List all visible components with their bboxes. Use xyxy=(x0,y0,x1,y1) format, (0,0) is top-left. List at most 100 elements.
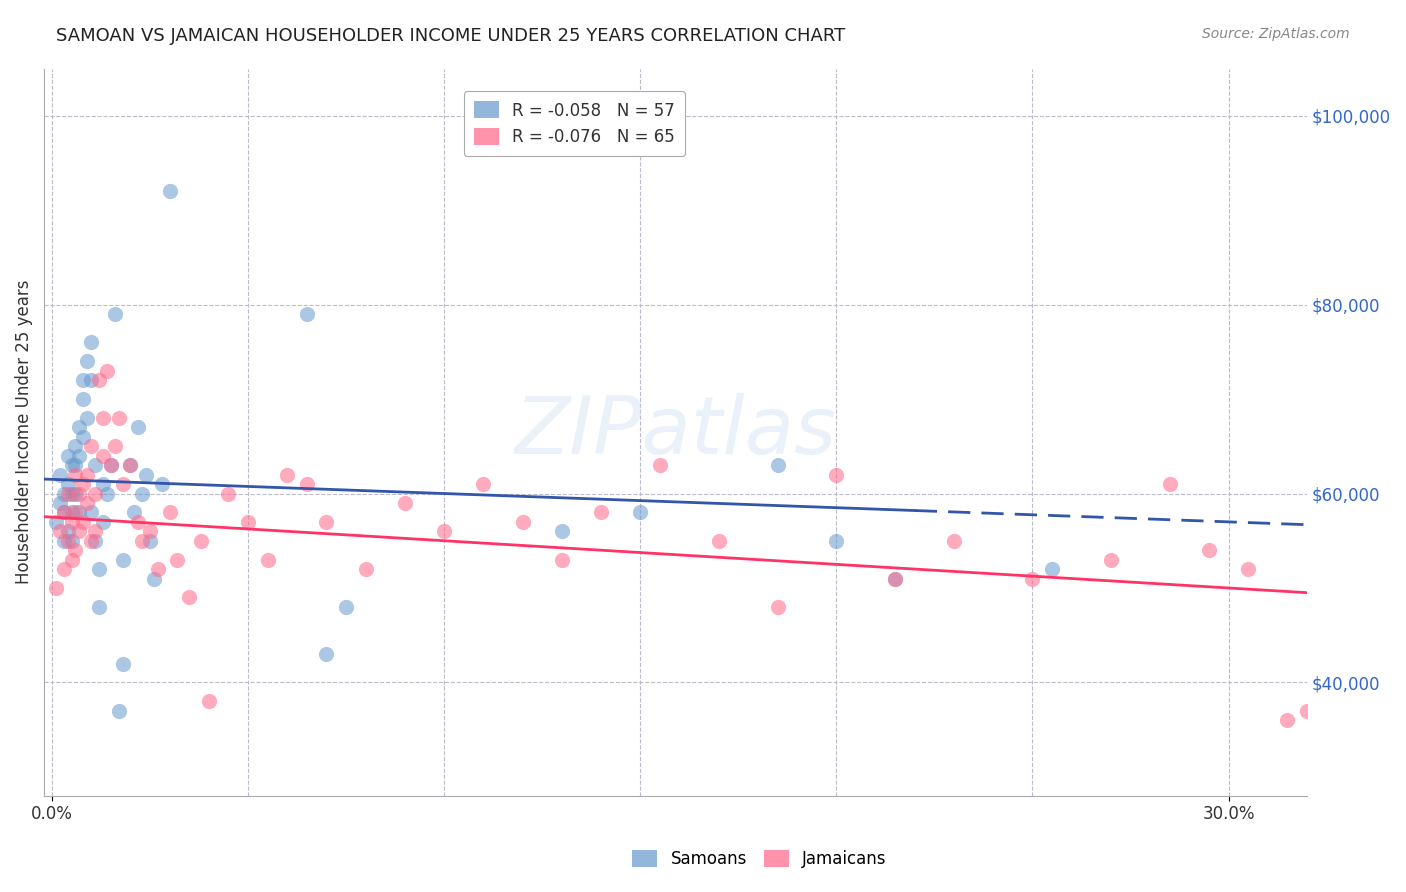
Point xyxy=(825,467,848,482)
Point xyxy=(67,449,90,463)
Point xyxy=(295,477,318,491)
Point xyxy=(56,533,79,548)
Point xyxy=(65,467,87,482)
Point xyxy=(91,411,114,425)
Y-axis label: Householder Income Under 25 years: Householder Income Under 25 years xyxy=(15,280,32,584)
Point xyxy=(1198,543,1220,558)
Point xyxy=(139,533,162,548)
Point xyxy=(60,552,83,566)
Point xyxy=(56,486,79,500)
Point xyxy=(198,694,221,708)
Point xyxy=(1296,704,1319,718)
Point xyxy=(45,515,67,529)
Text: Source: ZipAtlas.com: Source: ZipAtlas.com xyxy=(1202,27,1350,41)
Point xyxy=(256,552,278,566)
Point xyxy=(354,562,377,576)
Point xyxy=(67,524,90,539)
Point xyxy=(65,439,87,453)
Point xyxy=(217,486,239,500)
Point xyxy=(65,543,87,558)
Point xyxy=(551,552,574,566)
Point xyxy=(139,524,162,539)
Point xyxy=(512,515,534,529)
Point xyxy=(120,458,142,473)
Point xyxy=(52,505,75,519)
Point xyxy=(179,591,201,605)
Point xyxy=(91,515,114,529)
Point xyxy=(80,505,103,519)
Point xyxy=(67,486,90,500)
Point xyxy=(87,373,110,387)
Point xyxy=(80,335,103,350)
Legend: Samoans, Jamaicans: Samoans, Jamaicans xyxy=(626,843,893,875)
Point xyxy=(84,533,107,548)
Point xyxy=(52,562,75,576)
Point xyxy=(52,505,75,519)
Point xyxy=(72,430,94,444)
Point xyxy=(131,486,153,500)
Point xyxy=(72,373,94,387)
Text: ZIPatlas: ZIPatlas xyxy=(515,393,837,471)
Point xyxy=(1040,562,1063,576)
Point xyxy=(707,533,730,548)
Point xyxy=(127,420,149,434)
Point xyxy=(67,420,90,434)
Point xyxy=(142,572,165,586)
Point xyxy=(60,458,83,473)
Point xyxy=(52,533,75,548)
Point xyxy=(96,486,118,500)
Point xyxy=(111,552,134,566)
Point xyxy=(60,505,83,519)
Point xyxy=(146,562,169,576)
Point xyxy=(124,505,146,519)
Point xyxy=(433,524,456,539)
Point xyxy=(45,581,67,595)
Point xyxy=(100,458,122,473)
Point xyxy=(91,449,114,463)
Point xyxy=(884,572,907,586)
Point xyxy=(1021,572,1043,586)
Point xyxy=(551,524,574,539)
Point xyxy=(72,515,94,529)
Point xyxy=(80,439,103,453)
Point xyxy=(65,486,87,500)
Point xyxy=(49,467,72,482)
Point xyxy=(76,496,98,510)
Point xyxy=(65,505,87,519)
Point xyxy=(56,449,79,463)
Point xyxy=(1099,552,1122,566)
Point xyxy=(335,599,357,614)
Point xyxy=(1237,562,1260,576)
Point xyxy=(56,477,79,491)
Point xyxy=(91,477,114,491)
Point xyxy=(295,307,318,321)
Point xyxy=(56,524,79,539)
Point xyxy=(80,533,103,548)
Point xyxy=(65,458,87,473)
Point xyxy=(76,467,98,482)
Point xyxy=(84,524,107,539)
Point xyxy=(127,515,149,529)
Point xyxy=(87,562,110,576)
Point xyxy=(84,458,107,473)
Point xyxy=(766,599,789,614)
Point xyxy=(1159,477,1181,491)
Point xyxy=(49,496,72,510)
Point xyxy=(84,486,107,500)
Point xyxy=(107,411,129,425)
Point xyxy=(159,505,181,519)
Point xyxy=(159,184,181,198)
Point xyxy=(394,496,416,510)
Point xyxy=(104,307,127,321)
Legend: R = -0.058   N = 57, R = -0.076   N = 65: R = -0.058 N = 57, R = -0.076 N = 65 xyxy=(464,91,685,156)
Point xyxy=(72,477,94,491)
Point xyxy=(76,411,98,425)
Point xyxy=(76,354,98,368)
Point xyxy=(60,533,83,548)
Point xyxy=(166,552,188,566)
Point xyxy=(315,647,337,661)
Point xyxy=(472,477,495,491)
Point xyxy=(104,439,127,453)
Point xyxy=(628,505,651,519)
Point xyxy=(150,477,173,491)
